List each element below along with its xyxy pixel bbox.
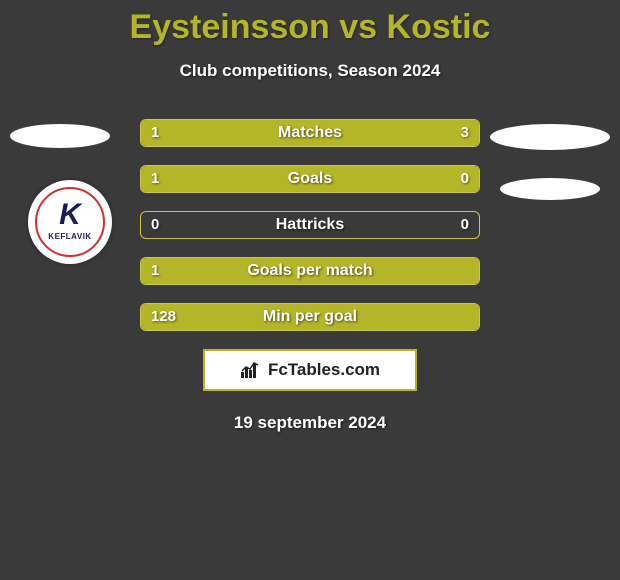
club-badge-inner: K KEFLAVIK <box>35 187 105 257</box>
snapshot-date: 19 september 2024 <box>0 413 620 433</box>
site-branding-label: FcTables.com <box>268 360 380 380</box>
stat-label: Goals <box>141 166 479 192</box>
stats-container: 13Matches 10Goals 00Hattricks 1Goals per ma… <box>140 119 480 331</box>
chart-icon <box>240 360 262 380</box>
stat-label: Matches <box>141 120 479 146</box>
club-badge: K KEFLAVIK <box>28 180 112 264</box>
page-title: Eysteinsson vs Kostic <box>0 0 620 47</box>
stat-row: 10Goals <box>140 165 480 193</box>
stat-label: Goals per match <box>141 258 479 284</box>
player-photo-placeholder <box>500 178 600 200</box>
player-photo-placeholder <box>490 124 610 150</box>
player-photo-placeholder <box>10 124 110 148</box>
club-badge-letter: K <box>59 200 81 230</box>
stat-label: Min per goal <box>141 304 479 330</box>
stat-row: 00Hattricks <box>140 211 480 239</box>
page-subtitle: Club competitions, Season 2024 <box>0 61 620 81</box>
club-badge-name: KEFLAVIK <box>48 232 91 241</box>
stat-row: 128Min per goal <box>140 303 480 331</box>
stat-label: Hattricks <box>141 212 479 238</box>
stat-row: 13Matches <box>140 119 480 147</box>
stat-row: 1Goals per match <box>140 257 480 285</box>
site-branding[interactable]: FcTables.com <box>203 349 417 391</box>
